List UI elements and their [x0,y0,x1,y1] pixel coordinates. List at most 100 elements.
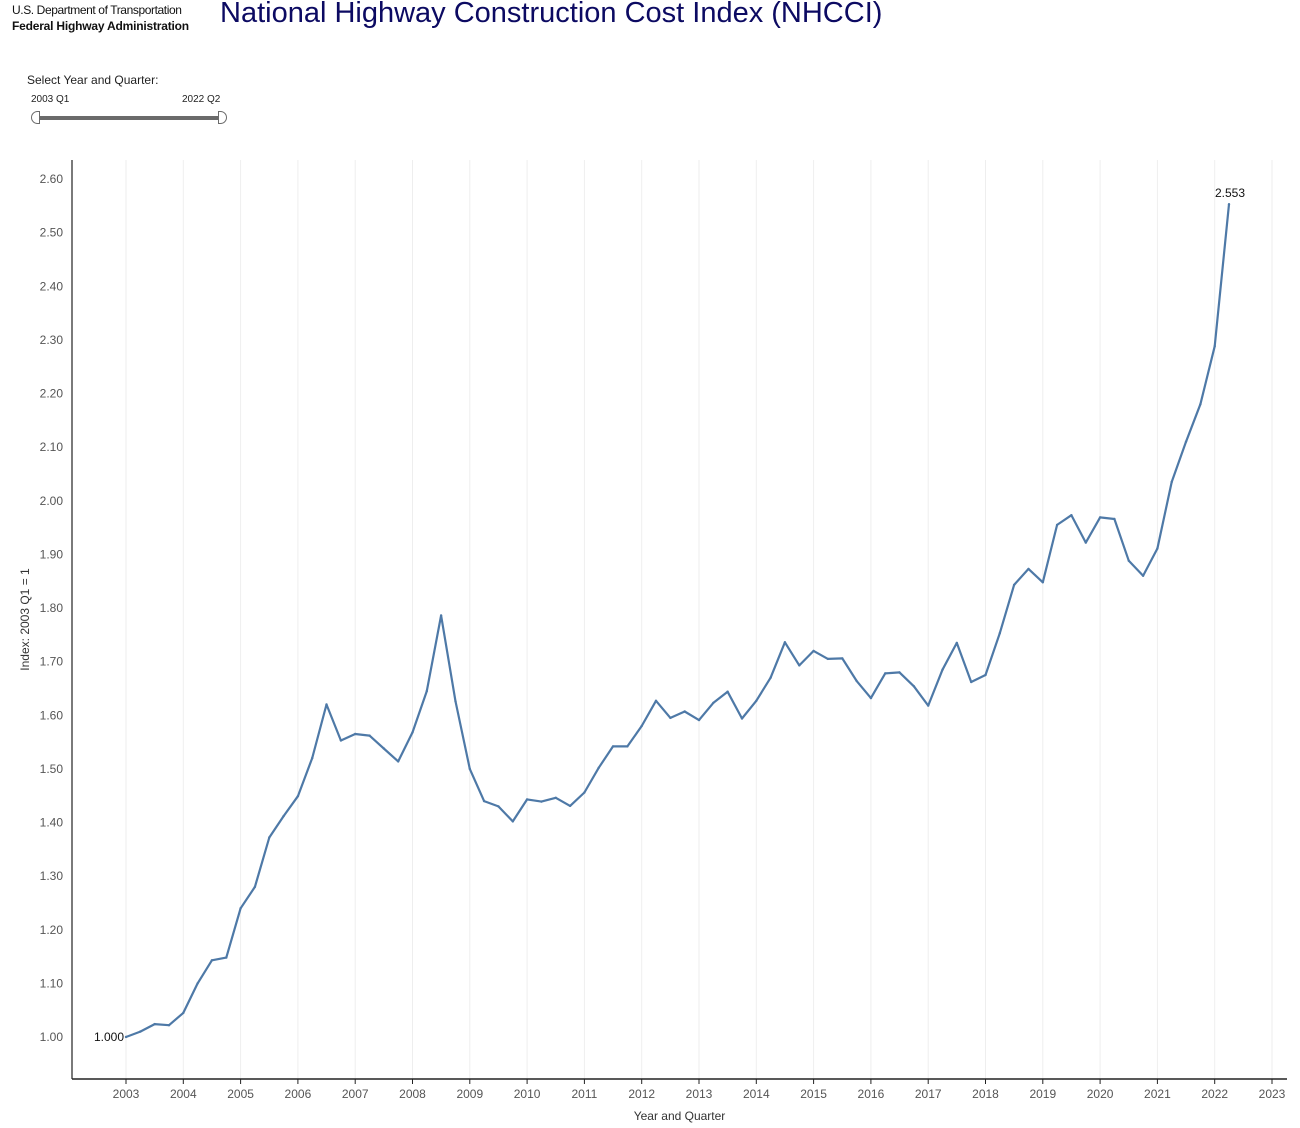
data-point [568,804,572,808]
data-point [1127,559,1131,562]
data-point [167,1023,171,1027]
data-point [397,760,400,763]
y-tick-label: 1.40 [40,816,64,830]
data-point [726,690,729,693]
x-tick-label: 2020 [1087,1087,1114,1101]
data-point [296,795,300,798]
data-point [597,766,600,769]
data-point [554,796,557,799]
y-tick-label: 2.40 [40,279,64,293]
data-point [970,680,973,684]
data-point [268,836,271,839]
data-point [325,703,328,706]
data-point [984,673,987,677]
data-point [1098,516,1102,519]
data-point [712,701,715,705]
data-point [439,614,443,617]
range-start-label: 2003 Q1 [31,94,70,105]
data-point [1141,574,1145,577]
data-point [1012,583,1016,587]
year-quarter-filter: Select Year and Quarter: 2003 Q1 2022 Q2 [27,72,237,132]
x-tick-label: 2010 [514,1087,541,1101]
data-point [1227,203,1231,206]
data-point [282,814,285,818]
x-tick-label: 2014 [743,1087,770,1101]
range-slider-track[interactable] [36,116,224,120]
data-point [382,747,385,750]
data-point [841,657,844,660]
data-point [153,1022,156,1026]
data-point [755,699,758,702]
x-tick-label: 2009 [456,1087,483,1101]
data-point [468,767,471,771]
y-tick-label: 2.60 [40,172,64,186]
data-point [669,716,672,720]
data-point [855,679,858,683]
data-point [812,649,815,653]
x-tick-label: 2013 [686,1087,713,1101]
data-point [182,1011,185,1015]
y-tick-label: 2.10 [40,440,64,454]
x-tick-label: 2004 [170,1087,197,1101]
data-point [1184,440,1188,443]
data-point [927,704,930,707]
range-slider-start-handle[interactable] [31,111,40,124]
y-tick-label: 1.10 [40,976,64,990]
data-point [511,820,514,823]
data-point [525,798,529,801]
range-slider-end-handle[interactable] [218,111,227,124]
x-tick-label: 2007 [342,1087,369,1101]
logo-agency: Federal Highway Administration [12,19,189,33]
y-tick-label: 1.50 [40,762,64,776]
data-point [783,641,787,644]
data-point [139,1030,142,1033]
data-point [611,745,615,748]
y-tick-label: 1.60 [40,708,64,722]
data-point [425,689,428,693]
data-point [1041,581,1045,584]
data-point [354,732,357,736]
y-tick-label: 1.00 [40,1030,64,1044]
data-point [210,959,214,962]
data-point [339,739,343,742]
x-tick-label: 2021 [1144,1087,1171,1101]
data-point [626,745,629,748]
y-axis-title: Index: 2003 Q1 = 1 [18,568,32,671]
y-tick-label: 1.70 [40,655,64,669]
data-point [1070,514,1073,517]
data-point [454,700,457,703]
y-tick-label: 1.90 [40,547,64,561]
logo-department: U.S. Department of Transportation [12,3,182,17]
data-point [683,710,686,713]
y-tick-label: 2.30 [40,333,64,347]
x-tick-label: 2008 [399,1087,426,1101]
data-point [1170,480,1173,484]
data-point [1084,541,1088,544]
data-point [697,718,701,722]
y-tick-label: 1.80 [40,601,64,615]
data-point [1156,547,1159,550]
data-point [253,885,257,889]
data-point [540,800,543,803]
data-point [411,731,414,734]
x-tick-label: 2023 [1259,1087,1286,1101]
data-point [368,734,371,737]
x-tick-label: 2005 [227,1087,254,1101]
x-tick-label: 2018 [972,1087,999,1101]
x-tick-label: 2017 [915,1087,942,1101]
data-point [225,956,228,959]
y-tick-label: 2.50 [40,226,64,240]
y-tick-label: 2.00 [40,494,64,508]
data-point [912,685,916,688]
x-tick-label: 2019 [1029,1087,1056,1101]
series-line [125,204,1231,1039]
data-label: 1.000 [94,1030,124,1044]
data-point [884,672,887,675]
x-tick-label: 2006 [285,1087,312,1101]
page-title: National Highway Construction Cost Index… [220,0,883,29]
data-point [955,641,958,645]
x-tick-label: 2016 [858,1087,885,1101]
data-point [1113,517,1116,521]
data-point [898,671,901,674]
